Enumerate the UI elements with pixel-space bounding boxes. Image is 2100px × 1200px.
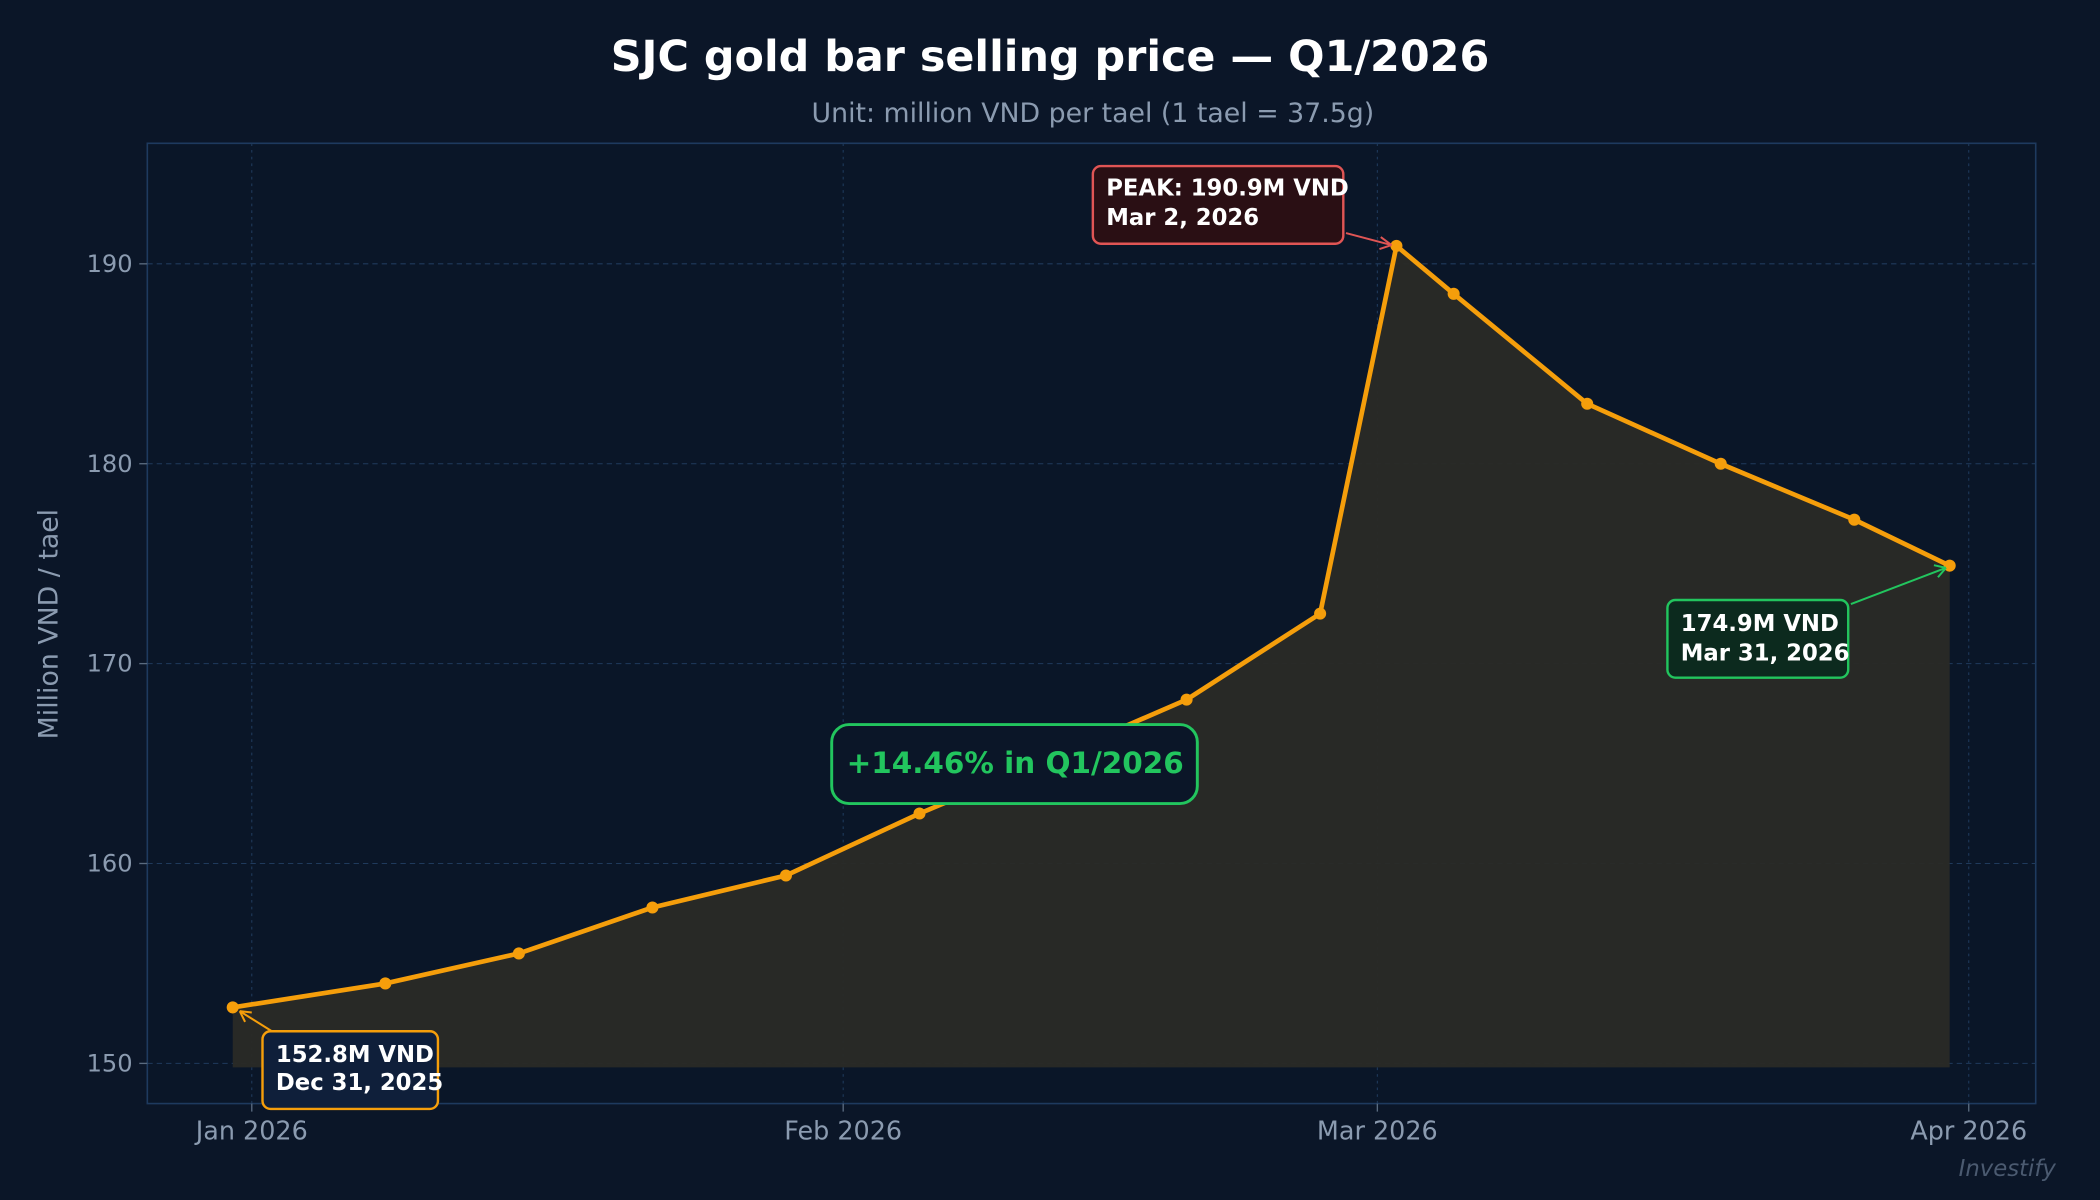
peak-date: Mar 2, 2026 [1106,205,1259,231]
watermark: Investify [1959,1156,2057,1182]
chart-subtitle: Unit: million VND per tael (1 tael = 37.… [812,98,1375,129]
x-tick-label: Mar 2026 [1317,1116,1438,1146]
data-point [1581,397,1594,410]
x-axis: Jan 2026 Feb 2026 Mar 2026 Apr 2026 [194,1103,2027,1146]
area-fill [232,245,1950,1068]
x-tick-label: Feb 2026 [784,1116,902,1146]
end-arrow-head [1933,564,1947,578]
start-arrow-head [238,1010,252,1023]
peak-value: PEAK: 190.9M VND [1106,176,1349,202]
data-point [1714,457,1727,470]
y-axis-label: Million VND / tael [34,509,65,739]
chart-title: SJC gold bar selling price — Q1/2026 [611,32,1490,82]
y-tick-label: 160 [87,850,133,878]
data-point [1943,559,1956,572]
peak-arrow [1345,232,1392,247]
data-point [646,901,659,914]
y-tick-label: 180 [87,450,133,478]
data-point [512,947,525,960]
end-annotation: 174.9M VND Mar 31, 2026 [1666,598,1850,679]
start-annotation: 152.8M VND Dec 31, 2025 [261,1030,443,1111]
y-tick-label: 190 [87,250,133,278]
y-axis: 150 160 170 180 190 [87,250,148,1077]
change-annotation: +14.46% in Q1/2026 [830,723,1199,806]
x-tick-label: Apr 2026 [1910,1116,2027,1146]
start-value: 152.8M VND [276,1042,434,1068]
data-point [1314,607,1327,620]
end-value: 174.9M VND [1681,611,1839,637]
data-point [1390,239,1403,252]
data-point [226,1001,239,1014]
change-text: +14.46% in Q1/2026 [847,746,1184,780]
peak-annotation: PEAK: 190.9M VND Mar 2, 2026 [1091,164,1349,245]
data-points [226,239,1956,1014]
start-arrow [239,1010,273,1033]
y-tick-label: 150 [87,1049,133,1077]
peak-arrow-head [1379,236,1393,251]
data-point [1848,513,1861,526]
data-point [779,869,792,882]
data-point [379,977,392,990]
data-point [913,807,926,820]
data-point [1180,693,1193,706]
end-date: Mar 31, 2026 [1681,640,1850,666]
y-tick-label: 170 [87,650,133,678]
end-arrow [1850,566,1947,605]
data-point [1447,287,1460,300]
x-tick-label: Jan 2026 [194,1116,308,1146]
start-date: Dec 31, 2025 [276,1070,443,1096]
